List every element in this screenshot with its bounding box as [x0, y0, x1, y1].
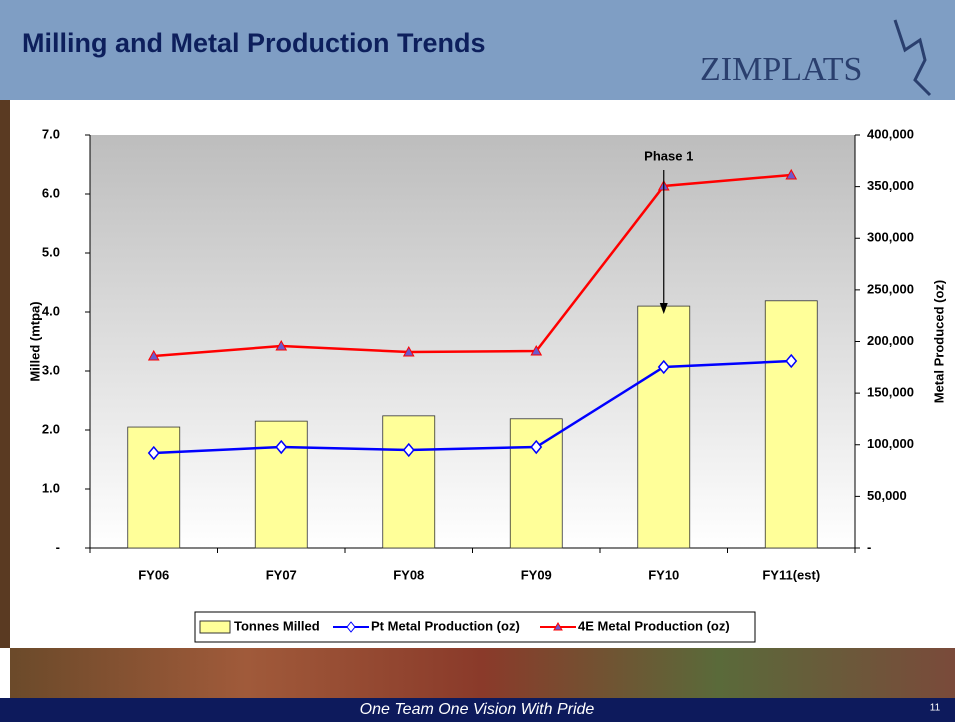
- x-tick-label: FY10: [648, 567, 679, 582]
- y2-tick-label: 300,000: [867, 230, 914, 245]
- y2-axis-title: Metal Produced (oz): [931, 280, 946, 404]
- y-tick-label: 4.0: [42, 303, 60, 318]
- bar: [765, 301, 817, 548]
- legend-label: Pt Metal Production (oz): [371, 618, 520, 633]
- y2-tick-label: 350,000: [867, 178, 914, 193]
- y2-tick-label: 50,000: [867, 488, 907, 503]
- plot-area: [90, 135, 855, 548]
- photo-strip: [10, 648, 955, 698]
- bar: [383, 416, 435, 548]
- y2-tick-label: 200,000: [867, 333, 914, 348]
- y-tick-label: 2.0: [42, 421, 60, 436]
- x-tick-label: FY06: [138, 567, 169, 582]
- legend-swatch: [200, 621, 230, 633]
- y-tick-label: 7.0: [42, 126, 60, 141]
- logo: ZIMPLATS: [700, 51, 862, 88]
- slide: Milling and Metal Production Trends ZIMP…: [0, 0, 955, 722]
- y2-tick-label: 150,000: [867, 385, 914, 400]
- y-axis-title: Milled (mtpa): [27, 301, 42, 381]
- page-number: 11: [930, 703, 941, 714]
- x-tick-label: FY09: [521, 567, 552, 582]
- x-tick-label: FY08: [393, 567, 424, 582]
- left-strip: [0, 100, 10, 648]
- bar: [128, 427, 180, 548]
- legend-label: 4E Metal Production (oz): [578, 618, 730, 633]
- footer-tagline: One Team One Vision With Pride: [360, 701, 595, 718]
- bar: [638, 306, 690, 548]
- y2-tick-label: 250,000: [867, 281, 914, 296]
- y-tick-label: 5.0: [42, 244, 60, 259]
- x-tick-label: FY11(est): [762, 567, 820, 582]
- y2-tick-label: 100,000: [867, 436, 914, 451]
- slide-title: Milling and Metal Production Trends: [22, 28, 486, 58]
- y-tick-label: 6.0: [42, 185, 60, 200]
- y-tick-label: 3.0: [42, 362, 60, 377]
- y2-tick-label: 400,000: [867, 126, 914, 141]
- y2-tick-label: -: [867, 539, 871, 554]
- legend-label: Tonnes Milled: [234, 618, 320, 633]
- y-tick-label: 1.0: [42, 480, 60, 495]
- x-tick-label: FY07: [266, 567, 297, 582]
- annotation: Phase 1: [644, 148, 693, 163]
- y-tick-label: -: [56, 539, 60, 554]
- legend: Tonnes Milled Pt Metal Production (oz) 4E …: [195, 612, 755, 642]
- bar: [510, 419, 562, 548]
